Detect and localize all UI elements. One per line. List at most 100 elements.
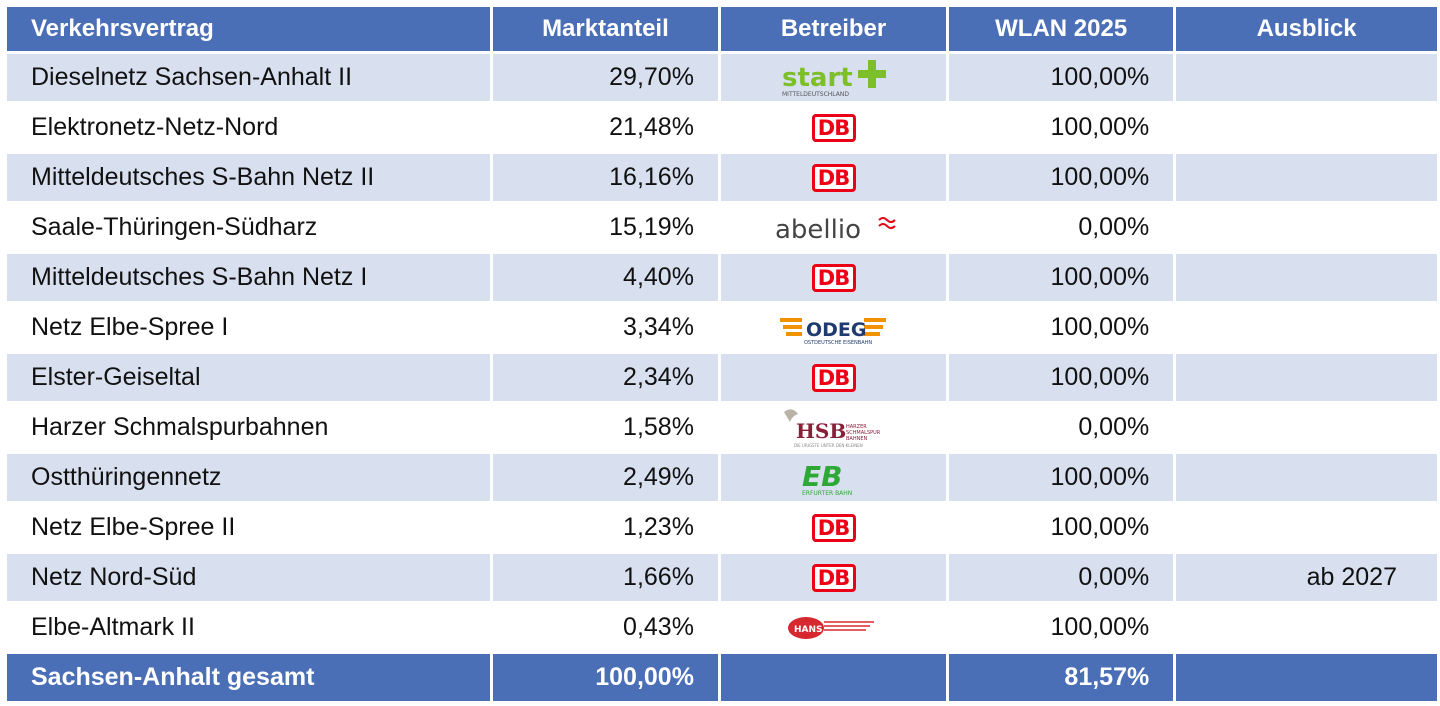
table-row: Saale-Thüringen-Südharz 15,19% abellio 0,00… (7, 204, 1437, 251)
contract-cell: Ostthüringennetz (7, 454, 490, 501)
header-share: Marktanteil (492, 7, 718, 51)
operator-cell: HSB HARZER SCHMALSPUR BAHNEN DIE URIGSTE UNT… (720, 404, 947, 451)
abellio-logo: abellio (775, 215, 896, 245)
contracts-table: Verkehrsvertrag Marktanteil Betreiber WL… (4, 4, 1440, 704)
share-cell: 29,70% (492, 54, 718, 101)
svg-text:HSB: HSB (796, 419, 846, 443)
table-row: Ostthüringennetz 2,49% EB ERFURTER BAHN 100,… (7, 454, 1437, 501)
table-row: Elbe-Altmark II 0,43% HANS 100,00% (7, 604, 1437, 651)
share-cell: 4,40% (492, 254, 718, 301)
db-logo: DB (811, 164, 856, 192)
wlan-cell: 100,00% (949, 504, 1174, 551)
operator-cell: EB ERFURTER BAHN (720, 454, 947, 501)
svg-text:ODEG: ODEG (806, 319, 867, 341)
table-header: Verkehrsvertrag Marktanteil Betreiber WL… (7, 7, 1437, 51)
operator-cell: DB (720, 254, 947, 301)
contract-cell: Netz Elbe-Spree I (7, 304, 490, 351)
operator-cell: DB (720, 104, 947, 151)
share-cell: 2,49% (492, 454, 718, 501)
svg-text:start: start (782, 63, 853, 93)
share-cell: 1,23% (492, 504, 718, 551)
svg-text:BAHNEN: BAHNEN (846, 436, 868, 442)
table-row: Dieselnetz Sachsen-Anhalt II 29,70% start M… (7, 54, 1437, 101)
contract-cell: Elster-Geiseltal (7, 354, 490, 401)
total-wlan: 81,57% (949, 654, 1174, 701)
wlan-cell: 0,00% (949, 404, 1174, 451)
outlook-cell: ab 2027 (1176, 554, 1437, 601)
table-row: Mitteldeutsches S-Bahn Netz II 16,16% DB 10… (7, 154, 1437, 201)
table-row: Netz Elbe-Spree I 3,34% ODEG OSTDEUTSCHE EI… (7, 304, 1437, 351)
header-wlan: WLAN 2025 (949, 7, 1174, 51)
table-row: Elektronetz-Netz-Nord 21,48% DB 100,00% (7, 104, 1437, 151)
operator-cell: DB (720, 354, 947, 401)
table-row: Mitteldeutsches S-Bahn Netz I 4,40% DB 100,… (7, 254, 1437, 301)
contract-cell: Harzer Schmalspurbahnen (7, 404, 490, 451)
outlook-cell (1176, 404, 1437, 451)
total-operator (720, 654, 947, 701)
operator-cell: start MITTELDEUTSCHLAND (720, 54, 947, 101)
outlook-cell (1176, 104, 1437, 151)
svg-text:MITTELDEUTSCHLAND: MITTELDEUTSCHLAND (782, 91, 849, 98)
share-cell: 16,16% (492, 154, 718, 201)
wlan-cell: 100,00% (949, 454, 1174, 501)
operator-cell: DB (720, 504, 947, 551)
svg-text:HANS: HANS (794, 625, 823, 635)
outlook-cell (1176, 154, 1437, 201)
contract-cell: Netz Nord-Süd (7, 554, 490, 601)
svg-text:DIE URIGSTE UNTER DEN KLEINEN: DIE URIGSTE UNTER DEN KLEINEN (794, 443, 863, 448)
operator-cell: DB (720, 554, 947, 601)
share-cell: 21,48% (492, 104, 718, 151)
share-cell: 3,34% (492, 304, 718, 351)
db-logo: DB (811, 114, 856, 142)
svg-text:HARZER: HARZER (846, 424, 867, 430)
header-operator: Betreiber (720, 7, 947, 51)
operator-cell: abellio (720, 204, 947, 251)
wlan-cell: 0,00% (949, 554, 1174, 601)
outlook-cell (1176, 454, 1437, 501)
contract-cell: Elektronetz-Netz-Nord (7, 104, 490, 151)
table-row: Netz Elbe-Spree II 1,23% DB 100,00% (7, 504, 1437, 551)
wlan-cell: 100,00% (949, 154, 1174, 201)
share-cell: 1,66% (492, 554, 718, 601)
table-row: Netz Nord-Süd 1,66% DB 0,00% ab 2027 (7, 554, 1437, 601)
wlan-cell: 100,00% (949, 304, 1174, 351)
wlan-cell: 100,00% (949, 104, 1174, 151)
outlook-cell (1176, 304, 1437, 351)
share-cell: 1,58% (492, 404, 718, 451)
wlan-cell: 100,00% (949, 604, 1174, 651)
total-share: 100,00% (492, 654, 718, 701)
header-contract: Verkehrsvertrag (7, 7, 490, 51)
db-logo: DB (811, 364, 856, 392)
svg-text:abellio: abellio (775, 215, 861, 245)
db-logo: DB (811, 264, 856, 292)
outlook-cell (1176, 254, 1437, 301)
contract-cell: Saale-Thüringen-Südharz (7, 204, 490, 251)
share-cell: 0,43% (492, 604, 718, 651)
share-cell: 2,34% (492, 354, 718, 401)
outlook-cell (1176, 54, 1437, 101)
db-logo: DB (811, 514, 856, 542)
table-row: Harzer Schmalspurbahnen 1,58% HSB HARZER SCH… (7, 404, 1437, 451)
contract-cell: Mitteldeutsches S-Bahn Netz II (7, 154, 490, 201)
wlan-cell: 100,00% (949, 254, 1174, 301)
wlan-cell: 100,00% (949, 54, 1174, 101)
svg-text:OSTDEUTSCHE EISENBAHN: OSTDEUTSCHE EISENBAHN (804, 340, 872, 346)
total-label: Sachsen-Anhalt gesamt (7, 654, 490, 701)
share-cell: 15,19% (492, 204, 718, 251)
outlook-cell (1176, 204, 1437, 251)
svg-text:ERFURTER BAHN: ERFURTER BAHN (802, 490, 852, 497)
operator-cell: HANS (720, 604, 947, 651)
contract-cell: Elbe-Altmark II (7, 604, 490, 651)
wlan-cell: 100,00% (949, 354, 1174, 401)
wlan-cell: 0,00% (949, 204, 1174, 251)
hans-logo: HANS (787, 616, 874, 639)
contract-cell: Dieselnetz Sachsen-Anhalt II (7, 54, 490, 101)
outlook-cell (1176, 604, 1437, 651)
contract-cell: Netz Elbe-Spree II (7, 504, 490, 551)
db-logo: DB (811, 564, 856, 592)
contract-cell: Mitteldeutsches S-Bahn Netz I (7, 254, 490, 301)
header-outlook: Ausblick (1176, 7, 1437, 51)
